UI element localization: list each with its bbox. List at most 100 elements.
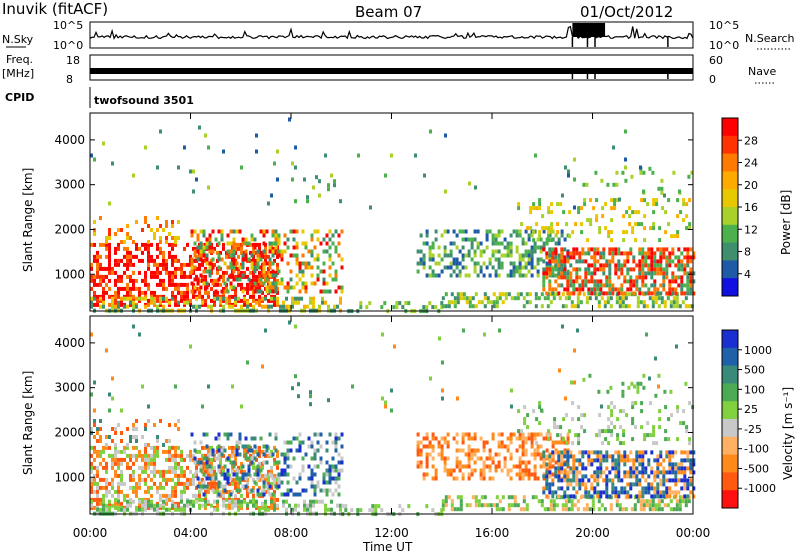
data-cell (253, 444, 257, 449)
data-cell (274, 448, 278, 453)
data-cell (202, 484, 206, 489)
data-cell (686, 283, 690, 288)
data-cell (473, 261, 477, 266)
data-cell (193, 229, 197, 234)
data-cell (274, 229, 278, 234)
data-cell (135, 493, 138, 498)
data-cell (588, 296, 592, 301)
data-cell (153, 457, 156, 462)
data-cell (434, 261, 438, 266)
data-cell (494, 249, 498, 254)
data-cell (249, 294, 252, 299)
data-cell (117, 294, 120, 299)
data-cell (641, 263, 645, 268)
data-cell (652, 222, 656, 227)
data-cell (593, 247, 597, 252)
data-cell (507, 507, 511, 512)
data-cell (93, 290, 96, 295)
data-cell (644, 255, 648, 260)
data-cell (641, 486, 645, 491)
data-cell (455, 464, 459, 469)
data-cell (467, 436, 471, 441)
data-cell (202, 233, 206, 238)
data-cell (380, 305, 384, 310)
data-cell (584, 486, 588, 491)
data-cell (196, 245, 200, 250)
data-cell (624, 304, 628, 309)
data-cell (150, 300, 153, 305)
data-cell (599, 474, 603, 479)
data-cell (449, 241, 453, 246)
data-cell (114, 461, 117, 466)
data-cell (111, 427, 114, 431)
data-cell (196, 476, 200, 481)
data-cell (108, 201, 111, 206)
data-cell (339, 296, 342, 301)
data-cell (608, 454, 612, 459)
data-cell (93, 465, 96, 470)
data-cell (380, 508, 384, 513)
data-cell (587, 494, 591, 499)
data-cell (229, 281, 233, 286)
data-cell (180, 262, 183, 267)
data-cell (90, 431, 93, 435)
data-cell (241, 472, 245, 477)
data-cell (213, 485, 216, 490)
data-cell (485, 233, 489, 238)
data-cell (256, 476, 260, 481)
data-cell (563, 490, 567, 495)
data-cell (608, 247, 612, 252)
data-cell (686, 251, 690, 256)
data-cell (587, 267, 591, 272)
data-cell (153, 300, 156, 305)
data-cell (450, 300, 454, 305)
data-cell (492, 292, 496, 297)
data-cell (298, 472, 302, 477)
data-cell (522, 499, 526, 504)
data-cell (572, 251, 576, 256)
colorbar-tick-label: -100 (744, 443, 769, 456)
data-cell (551, 255, 555, 260)
data-cell (641, 267, 645, 272)
data-cell (428, 249, 432, 254)
data-cell (295, 245, 299, 250)
data-cell (177, 501, 180, 506)
data-cell (99, 501, 102, 506)
data-cell (337, 253, 341, 258)
data-cell (235, 229, 239, 234)
data-cell (473, 269, 477, 274)
data-cell (150, 493, 153, 498)
data-cell (208, 464, 212, 469)
data-cell (566, 494, 570, 499)
data-cell (327, 183, 330, 188)
data-cell (667, 198, 671, 203)
data-cell (616, 198, 620, 203)
data-cell (477, 300, 481, 305)
data-cell (201, 497, 204, 502)
data-cell (144, 145, 147, 150)
data-cell (202, 269, 206, 274)
data-cell (510, 404, 513, 409)
data-cell (659, 450, 663, 455)
data-cell (150, 457, 153, 462)
data-cell (464, 253, 468, 258)
data-cell (683, 271, 687, 276)
data-cell (491, 456, 495, 461)
data-cell (557, 237, 561, 242)
data-cell (90, 485, 93, 490)
data-cell (147, 473, 150, 478)
data-cell (244, 237, 248, 242)
data-cell (235, 476, 239, 481)
data-cell (638, 247, 642, 252)
data-cell (664, 437, 668, 442)
data-cell (199, 273, 203, 278)
data-cell (434, 237, 438, 242)
data-cell (653, 267, 657, 272)
data-cell (174, 240, 177, 244)
data-cell (593, 255, 597, 260)
data-cell (569, 275, 573, 280)
data-cell (238, 452, 242, 457)
data-cell (180, 493, 183, 498)
data-cell (559, 202, 563, 207)
